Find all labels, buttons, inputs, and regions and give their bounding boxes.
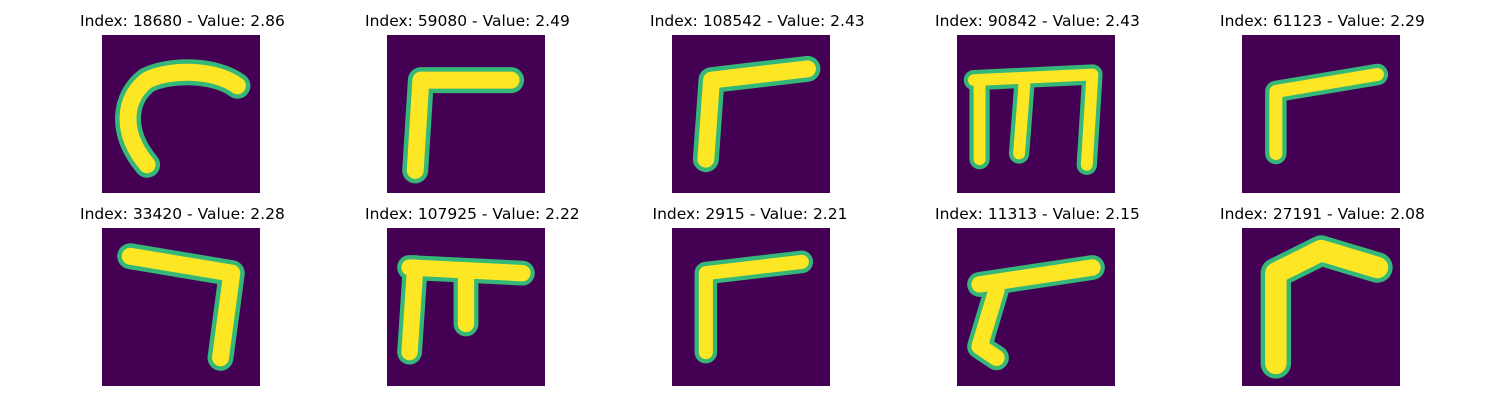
digit-image bbox=[672, 228, 830, 386]
digit-image bbox=[102, 35, 260, 193]
panel-1: Index: 18680 - Value: 2.86 bbox=[80, 12, 285, 197]
panel-title: Index: 33420 - Value: 2.28 bbox=[80, 205, 285, 223]
panel-5: Index: 61123 - Value: 2.29 bbox=[1220, 12, 1425, 197]
panel-9: Index: 11313 - Value: 2.15 bbox=[935, 205, 1140, 390]
seven-glyph bbox=[117, 243, 245, 371]
digit-image bbox=[1242, 228, 1400, 386]
thick-angle-glyph bbox=[1260, 235, 1393, 379]
panel-8: Index: 2915 - Value: 2.21 bbox=[650, 205, 850, 390]
digit-image bbox=[387, 228, 545, 386]
panel-7: Index: 107925 - Value: 2.22 bbox=[365, 205, 580, 390]
panel-6: Index: 33420 - Value: 2.28 bbox=[80, 205, 285, 390]
panel-title: Index: 59080 - Value: 2.49 bbox=[365, 12, 570, 30]
digit-image bbox=[957, 228, 1115, 386]
panel-10: Index: 27191 - Value: 2.08 bbox=[1220, 205, 1425, 390]
panel-title: Index: 11313 - Value: 2.15 bbox=[935, 205, 1140, 223]
three-leg-glyph bbox=[963, 64, 1103, 175]
digit-image bbox=[1242, 35, 1400, 193]
digit-image bbox=[102, 228, 260, 386]
panel-title: Index: 27191 - Value: 2.08 bbox=[1220, 205, 1425, 223]
panel-title: Index: 108542 - Value: 2.43 bbox=[650, 12, 865, 30]
panel-title: Index: 90842 - Value: 2.43 bbox=[935, 12, 1140, 30]
angle-thin-glyph bbox=[1265, 63, 1389, 165]
c-curve-glyph bbox=[115, 59, 251, 178]
angle-wide-glyph bbox=[692, 55, 821, 173]
panel-title: Index: 18680 - Value: 2.86 bbox=[80, 12, 285, 30]
panel-title: Index: 61123 - Value: 2.29 bbox=[1220, 12, 1425, 30]
panel-2: Index: 59080 - Value: 2.49 bbox=[365, 12, 570, 197]
digit-image bbox=[957, 35, 1115, 193]
panel-4: Index: 90842 - Value: 2.43 bbox=[935, 12, 1140, 197]
panel-title: Index: 2915 - Value: 2.21 bbox=[652, 205, 848, 223]
slant-glyph bbox=[967, 255, 1105, 371]
digit-image bbox=[672, 35, 830, 193]
angle-thin2-glyph bbox=[694, 250, 814, 364]
two-leg-glyph bbox=[397, 255, 535, 365]
panel-title: Index: 107925 - Value: 2.22 bbox=[365, 205, 580, 223]
panel-3: Index: 108542 - Value: 2.43 bbox=[650, 12, 865, 197]
angle-glyph bbox=[402, 67, 525, 184]
digit-image bbox=[387, 35, 545, 193]
